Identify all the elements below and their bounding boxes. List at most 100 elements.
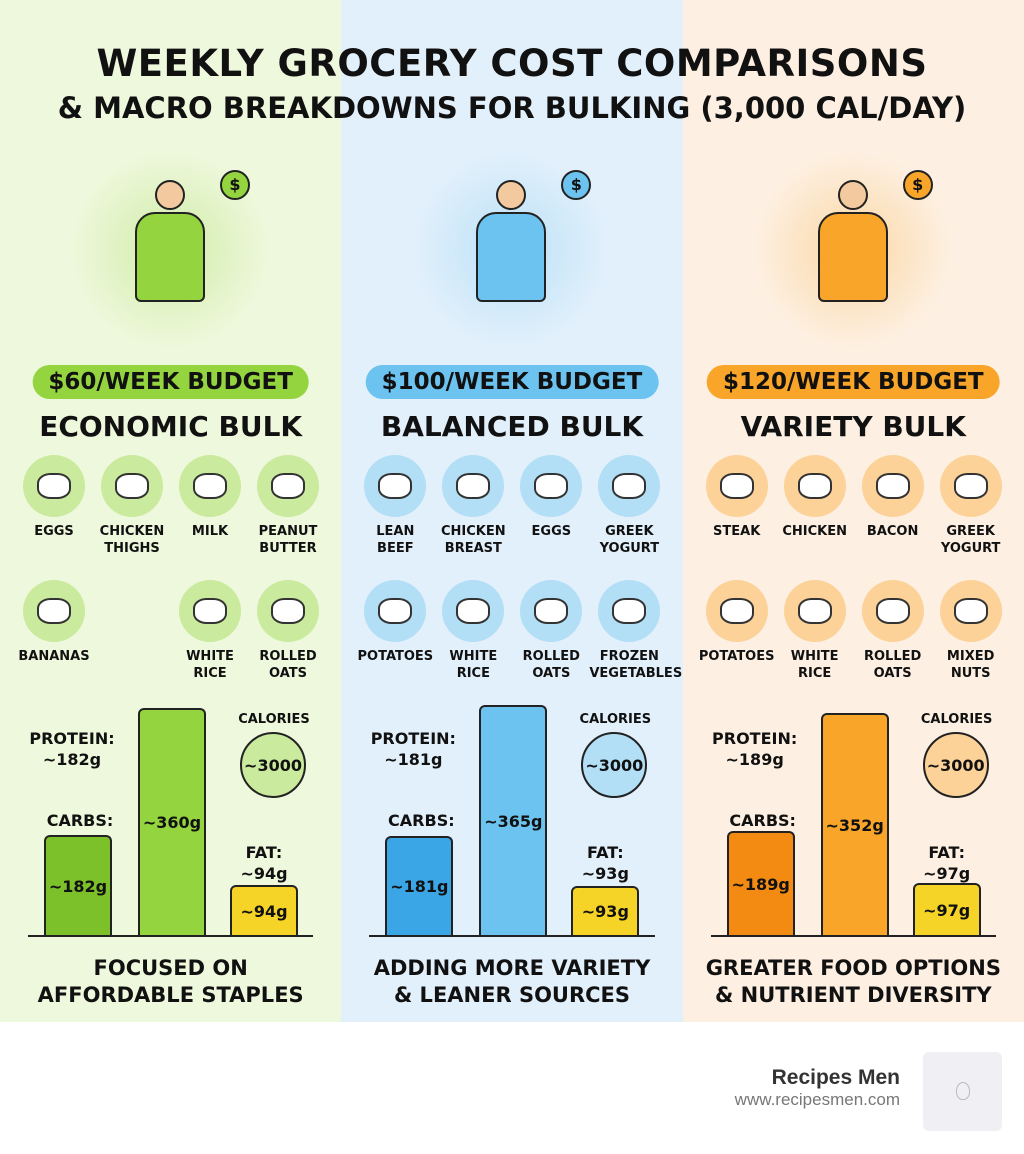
- food-icon: [861, 580, 924, 642]
- chart-baseline: [710, 935, 996, 937]
- food-label: CHICKEN BREAST: [441, 524, 506, 556]
- chart-baseline: [28, 935, 314, 937]
- food-label: STEAK: [713, 524, 761, 539]
- chart-baseline: [369, 935, 655, 937]
- food-shape: [456, 598, 491, 624]
- person-body: [817, 212, 888, 302]
- food-label: POTATOES: [357, 649, 434, 664]
- food-item: POTATOES: [697, 580, 777, 665]
- fat-bar: ~93g: [571, 885, 640, 935]
- food-item: [92, 580, 172, 648]
- food-shape: [534, 598, 569, 624]
- food-label: WHITE RICE: [790, 649, 839, 681]
- protein-bar: ~189g: [726, 831, 795, 935]
- food-shape: [37, 598, 71, 624]
- plan-title: ECONOMIC BULK: [39, 410, 303, 443]
- food-icon: [179, 455, 241, 517]
- food-icon: [23, 455, 85, 517]
- food-icon: [705, 580, 768, 642]
- food-icon: [364, 455, 427, 517]
- food-icon: [442, 580, 505, 642]
- food-item: CHICKEN: [775, 455, 855, 540]
- budget-column: $ $100/WEEK BUDGET BALANCED BULK LEAN BEEF C…: [341, 0, 683, 1022]
- food-label: LEAN BEEF: [376, 524, 415, 556]
- shopper-illustration: $: [752, 150, 953, 350]
- food-shape: [37, 473, 71, 499]
- food-label: PEANUT BUTTER: [258, 524, 318, 556]
- food-label: CHICKEN: [782, 524, 847, 539]
- dollar-icon: $: [902, 170, 933, 200]
- food-label: FROZEN VEGETABLES: [589, 649, 683, 681]
- calories-badge: ~3000: [581, 732, 648, 798]
- budget-column: $ $120/WEEK BUDGET VARIETY BULK STEAK CHICKE…: [682, 0, 1024, 1022]
- fat-label: FAT: ~93g: [581, 843, 629, 883]
- carbs-label: CARBS:: [729, 811, 796, 830]
- protein-bar: ~182g: [44, 835, 112, 935]
- food-item: POTATOES: [355, 580, 435, 665]
- food-icon: [23, 580, 85, 642]
- calories-badge: ~3000: [240, 732, 306, 798]
- food-shape: [115, 473, 149, 499]
- shopper-illustration: $: [411, 150, 612, 350]
- food-shape: [456, 473, 491, 499]
- food-icon: [783, 580, 846, 642]
- calories-label: CALORIES: [920, 712, 993, 727]
- carbs-label: CARBS:: [46, 811, 114, 830]
- fat-label: FAT: ~97g: [923, 843, 971, 883]
- food-shape: [534, 473, 569, 499]
- food-label: ROLLED OATS: [259, 649, 317, 681]
- food-item: LEAN BEEF: [355, 455, 435, 557]
- carbs-bar: ~360g: [138, 708, 206, 935]
- food-shape: [612, 473, 647, 499]
- food-icon: [598, 455, 661, 517]
- food-label: WHITE RICE: [449, 649, 498, 681]
- food-shape: [271, 473, 305, 499]
- person-head: [837, 180, 868, 210]
- food-label: ROLLED OATS: [522, 649, 580, 681]
- plan-title: VARIETY BULK: [740, 410, 966, 443]
- budget-badge: $120/WEEK BUDGET: [707, 365, 1000, 399]
- food-icon: [101, 455, 163, 517]
- food-item: PEANUT BUTTER: [248, 455, 328, 557]
- header: WEEKLY GROCERY COST COMPARISONS & MACRO …: [0, 0, 1024, 125]
- person-head: [155, 180, 185, 210]
- food-item: BANANAS: [14, 580, 94, 665]
- food-item: WHITE RICE: [433, 580, 513, 682]
- page-subtitle: & MACRO BREAKDOWNS FOR BULKING (3,000 CA…: [57, 91, 967, 125]
- budget-column: $ $60/WEEK BUDGET ECONOMIC BULK EGGS CHICKEN…: [0, 0, 342, 1022]
- food-item: ROLLED OATS: [853, 580, 933, 682]
- dollar-icon: $: [220, 170, 250, 200]
- food-shape: [797, 473, 832, 499]
- food-icon: [257, 580, 319, 642]
- plan-tagline: ADDING MORE VARIETY & LEANER SOURCES: [373, 956, 651, 1007]
- food-icon: [939, 455, 1002, 517]
- divider-icon: [101, 580, 163, 642]
- food-shape: [875, 598, 910, 624]
- brand-logo: [923, 1052, 1002, 1131]
- food-item: MILK: [170, 455, 250, 540]
- food-label: WHITE RICE: [186, 649, 234, 681]
- food-icon: [179, 580, 241, 642]
- carbs-label: CARBS:: [388, 811, 455, 830]
- page-title: WEEKLY GROCERY COST COMPARISONS: [96, 42, 928, 85]
- person-body: [135, 212, 205, 302]
- food-shape: [612, 598, 647, 624]
- brand-url: www.recipesmen.com: [734, 1090, 900, 1109]
- food-label: BANANAS: [18, 649, 90, 664]
- food-item: CHICKEN THIGHS: [92, 455, 172, 557]
- budget-columns: $ $60/WEEK BUDGET ECONOMIC BULK EGGS CHICKEN…: [0, 0, 1024, 1022]
- budget-badge: $60/WEEK BUDGET: [32, 365, 309, 399]
- protein-label: PROTEIN: ~181g: [370, 729, 456, 769]
- protein-label: PROTEIN: ~182g: [29, 729, 115, 769]
- brand-name: Recipes Men: [771, 1066, 900, 1089]
- carbs-bar: ~352g: [820, 713, 889, 935]
- food-shape: [378, 473, 413, 499]
- food-shape: [797, 598, 832, 624]
- food-icon: [520, 580, 583, 642]
- food-icon: [364, 580, 427, 642]
- food-icon: [783, 455, 846, 517]
- food-label: POTATOES: [698, 649, 775, 664]
- food-label: BACON: [866, 524, 919, 539]
- shopper-illustration: $: [70, 150, 270, 350]
- food-item: EGGS: [14, 455, 94, 540]
